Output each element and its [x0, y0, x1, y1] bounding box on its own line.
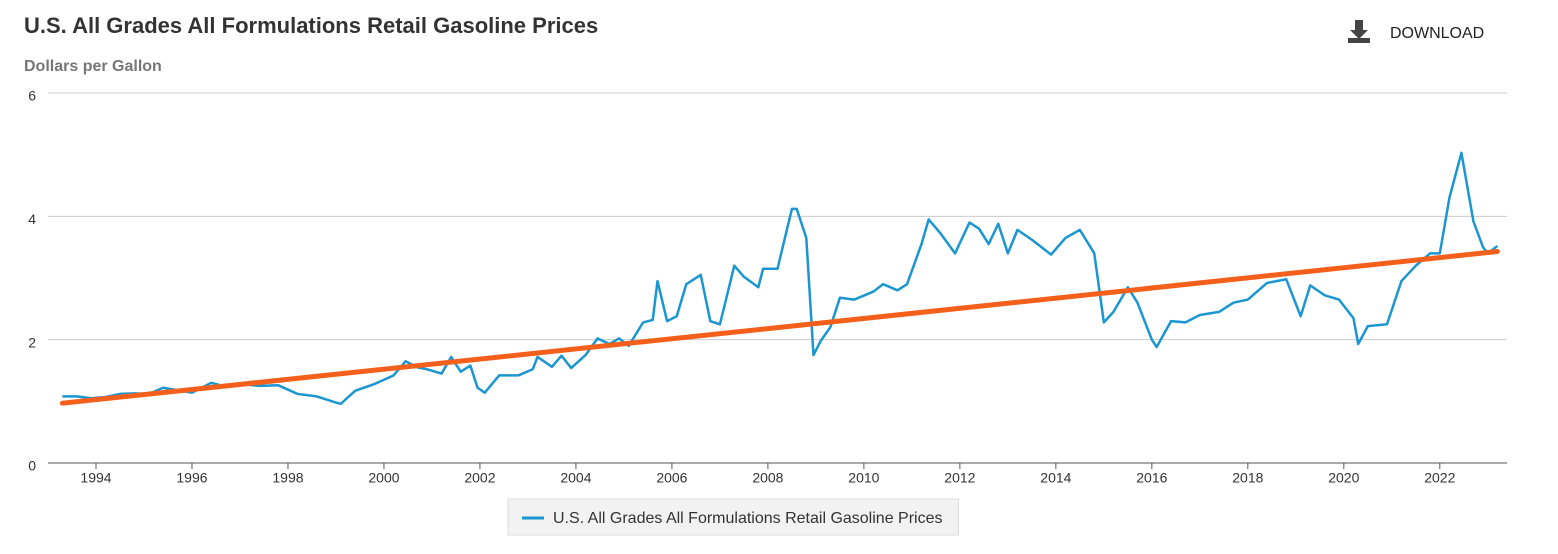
legend-label: U.S. All Grades All Formulations Retail …: [553, 510, 942, 527]
x-tick-label: 2014: [1040, 470, 1071, 486]
x-tick-label: 1994: [80, 470, 111, 486]
x-tick-label: 2006: [656, 470, 687, 486]
download-label: DOWNLOAD: [1390, 25, 1484, 42]
x-tick-label: 2010: [848, 470, 879, 486]
y-tick-label: 2: [28, 334, 36, 350]
download-button[interactable]: DOWNLOAD: [1348, 20, 1484, 43]
y-tick-label: 6: [28, 88, 36, 104]
x-tick-label: 2002: [464, 470, 495, 486]
x-tick-label: 2012: [944, 470, 975, 486]
trend-line: [59, 248, 1500, 406]
x-tick-label: 2020: [1328, 470, 1359, 486]
x-tick-label: 2018: [1232, 470, 1263, 486]
download-icon: [1348, 20, 1370, 43]
x-tick-label: 2000: [368, 470, 399, 486]
subtitle: Dollars per Gallon: [24, 58, 162, 75]
x-tick-label: 2022: [1424, 470, 1455, 486]
y-tick-label: 4: [28, 211, 36, 227]
x-tick-label: 1996: [176, 470, 207, 486]
x-tick-label: 2016: [1136, 470, 1167, 486]
legend: U.S. All Grades All Formulations Retail …: [507, 498, 959, 536]
x-tick-label: 2004: [560, 470, 591, 486]
legend-box: [507, 498, 959, 536]
data-line: [62, 151, 1499, 406]
y-tick-label: 0: [28, 458, 36, 474]
x-tick-label: 1998: [272, 470, 303, 486]
x-tick-label: 2008: [752, 470, 783, 486]
chart-title: U.S. All Grades All Formulations Retail …: [24, 13, 598, 38]
